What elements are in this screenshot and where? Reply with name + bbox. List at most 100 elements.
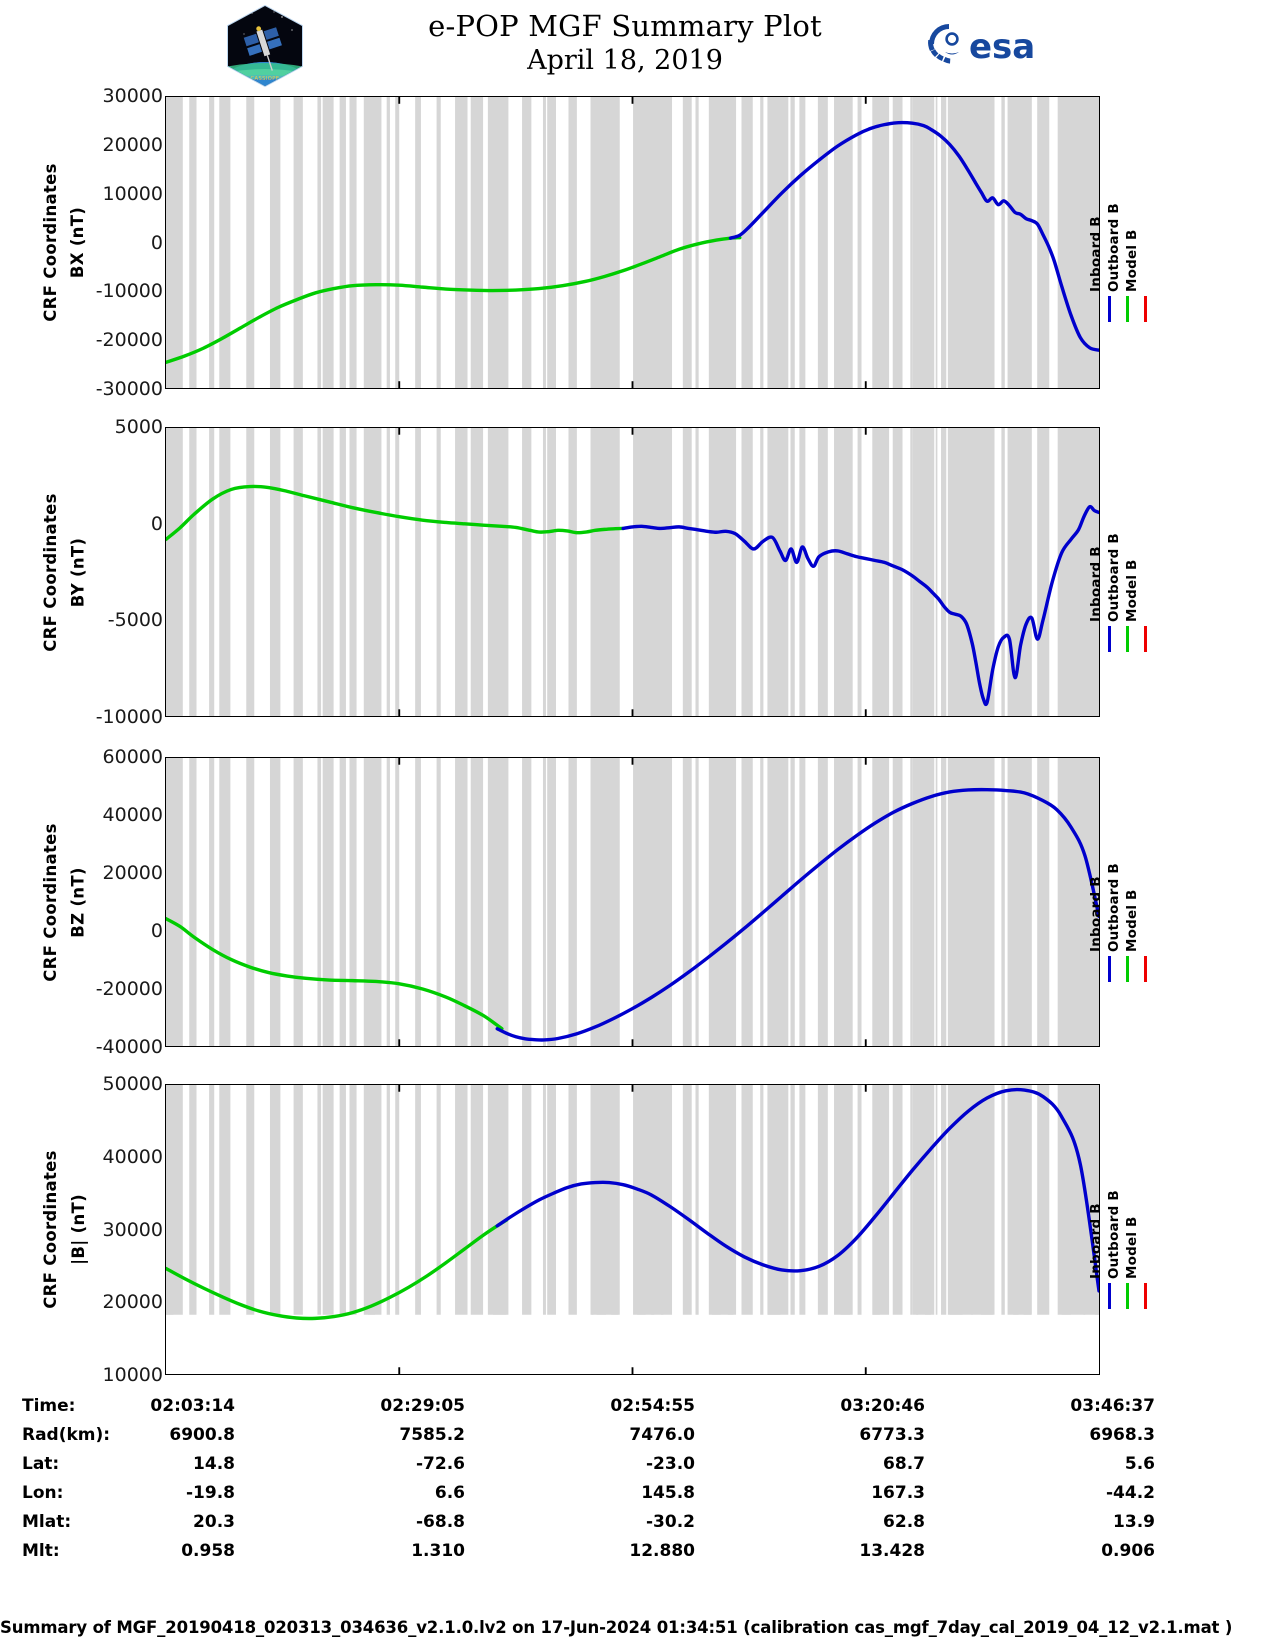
- svg-text:CASSIOPE: CASSIOPE: [251, 76, 280, 82]
- data-gap-bands: [166, 1085, 1099, 1315]
- series-line-inboard-b: [730, 123, 1099, 351]
- legend-label-model-b: Model B: [1124, 559, 1140, 622]
- legend-swatches: [1104, 956, 1274, 986]
- legend-label-outboard-b: Outboard B: [1106, 863, 1122, 952]
- legend-label-inboard-b: Inboard B: [1088, 1203, 1104, 1279]
- ephemeris-value: -72.6: [416, 1454, 465, 1474]
- plot-area-bx[interactable]: [165, 96, 1100, 389]
- ephemeris-value: 62.8: [883, 1512, 925, 1532]
- ephemeris-value: 167.3: [871, 1483, 925, 1503]
- plot-panel-by: CRF Coordinates BY (nT) 5000 0 -5000 -10000 In…: [0, 416, 1275, 728]
- legend-swatch-outboard-b: [1126, 626, 1129, 652]
- y-tick-label: -30000: [95, 378, 163, 400]
- ephemeris-label: Rad(km):: [22, 1425, 111, 1445]
- ephemeris-value: 145.8: [641, 1483, 695, 1503]
- y-tick-label: 40000: [102, 804, 163, 826]
- legend-swatch-inboard-b: [1108, 1283, 1111, 1309]
- y-tick-label: 0: [150, 231, 163, 254]
- ephemeris-value: 13.9: [1113, 1512, 1155, 1532]
- legend-label-outboard-b: Outboard B: [1106, 533, 1122, 622]
- y-tick-label: -5000: [107, 609, 163, 632]
- series-line-inboard-b: [623, 507, 1099, 705]
- y-tick-label: 10000: [102, 1364, 163, 1386]
- legend-bx: Inboard B Outboard B Model B: [1088, 184, 1274, 326]
- y-tick-label: 10000: [102, 182, 163, 205]
- ephemeris-value: 02:29:05: [380, 1396, 465, 1416]
- footer-caption: Summary of MGF_20190418_020313_034636_v2…: [0, 1618, 1233, 1637]
- y-tick-label: -10000: [95, 280, 163, 303]
- ephemeris-value: 20.3: [193, 1512, 235, 1532]
- plot-area-bz[interactable]: [165, 757, 1100, 1047]
- y-tick-label: 0: [150, 920, 163, 942]
- ephemeris-row: Lon: -19.8 6.6 145.8 167.3 -44.2: [0, 1483, 1275, 1512]
- plot-area-by[interactable]: [165, 427, 1100, 717]
- ephemeris-value: 0.906: [1101, 1541, 1155, 1561]
- ephemeris-value: 6900.8: [169, 1425, 235, 1445]
- data-gap-bands: [166, 758, 1099, 1046]
- series-line-outboard-b: [166, 238, 740, 363]
- legend-labels: Inboard B Outboard B Model B: [1088, 514, 1274, 622]
- legend-label-outboard-b: Outboard B: [1106, 1190, 1122, 1279]
- legend-swatch-inboard-b: [1108, 956, 1111, 982]
- y-tick-label: 30000: [102, 85, 163, 107]
- ephemeris-value: 6773.3: [859, 1425, 925, 1445]
- legend-swatch-inboard-b: [1108, 296, 1111, 322]
- ephemeris-value: 0.958: [181, 1541, 235, 1561]
- legend-label-inboard-b: Inboard B: [1088, 876, 1104, 952]
- esa-logo: esa: [925, 20, 1045, 68]
- ephemeris-label: Time:: [22, 1396, 76, 1416]
- legend-swatch-outboard-b: [1126, 1283, 1129, 1309]
- ephemeris-value: 03:20:46: [840, 1396, 925, 1416]
- ephemeris-value: 7476.0: [629, 1425, 695, 1445]
- plot-area-bmag[interactable]: [165, 1084, 1100, 1375]
- plot-panel-bz: CRF Coordinates BZ (nT) 60000 40000 20000 0 -2…: [0, 746, 1275, 1058]
- page-header: CASSIOPE e-POP MGF Summary Plot April 18…: [0, 0, 1275, 92]
- ephemeris-value: 6.6: [434, 1483, 465, 1503]
- legend-swatches: [1104, 1283, 1274, 1313]
- legend-swatch-model-b: [1144, 626, 1147, 652]
- ephemeris-value: 7585.2: [399, 1425, 465, 1445]
- series-line-inboard-b: [497, 790, 1099, 1040]
- legend-label-model-b: Model B: [1124, 229, 1140, 292]
- ephemeris-label: Lat:: [22, 1454, 60, 1474]
- title-line-1: e-POP MGF Summary Plot: [428, 9, 822, 43]
- legend-swatch-model-b: [1144, 1283, 1147, 1309]
- ephemeris-value: -30.2: [646, 1512, 695, 1532]
- y-tick-label: 20000: [102, 1291, 163, 1314]
- y-tick-label: 40000: [102, 1145, 163, 1168]
- legend-by: Inboard B Outboard B Model B: [1088, 514, 1274, 656]
- y-ticks-bmag: 50000 40000 30000 20000 10000: [35, 1073, 163, 1386]
- ephemeris-label: Lon:: [22, 1483, 64, 1503]
- page-title: e-POP MGF Summary Plot April 18, 2019: [330, 8, 920, 78]
- ephemeris-value: 02:54:55: [610, 1396, 695, 1416]
- y-tick-label: -10000: [95, 706, 163, 728]
- legend-labels: Inboard B Outboard B Model B: [1088, 844, 1274, 952]
- series-line-outboard-b: [166, 486, 623, 539]
- y-tick-label: 60000: [102, 746, 163, 768]
- ephemeris-value: 68.7: [883, 1454, 925, 1474]
- ephemeris-value: -68.8: [416, 1512, 465, 1532]
- ephemeris-row: Mlt: 0.958 1.310 12.880 13.428 0.906: [0, 1541, 1275, 1570]
- ephemeris-label: Mlt:: [22, 1541, 60, 1561]
- legend-swatch-inboard-b: [1108, 626, 1111, 652]
- title-line-2: April 18, 2019: [527, 45, 723, 76]
- data-gap-bands: [166, 97, 1099, 388]
- legend-bmag: Inboard B Outboard B Model B: [1088, 1171, 1274, 1313]
- ephemeris-row: Rad(km): 6900.8 7585.2 7476.0 6773.3 6968.3: [0, 1425, 1275, 1454]
- y-tick-label: 50000: [102, 1073, 163, 1095]
- y-tick-label: -20000: [95, 978, 163, 1000]
- ephemeris-value: 1.310: [411, 1541, 465, 1561]
- ephemeris-row: Lat: 14.8 -72.6 -23.0 68.7 5.6: [0, 1454, 1275, 1483]
- ephemeris-value: -44.2: [1106, 1483, 1155, 1503]
- legend-labels: Inboard B Outboard B Model B: [1088, 184, 1274, 292]
- legend-label-model-b: Model B: [1124, 1216, 1140, 1279]
- legend-label-outboard-b: Outboard B: [1106, 203, 1122, 292]
- y-tick-label: 0: [150, 512, 163, 535]
- esa-logo-text: esa: [969, 27, 1035, 67]
- legend-label-inboard-b: Inboard B: [1088, 546, 1104, 622]
- legend-swatch-model-b: [1144, 296, 1147, 322]
- y-tick-label: -20000: [95, 329, 163, 352]
- ephemeris-value: 6968.3: [1089, 1425, 1155, 1445]
- ephemeris-value: 12.880: [629, 1541, 695, 1561]
- legend-labels: Inboard B Outboard B Model B: [1088, 1171, 1274, 1279]
